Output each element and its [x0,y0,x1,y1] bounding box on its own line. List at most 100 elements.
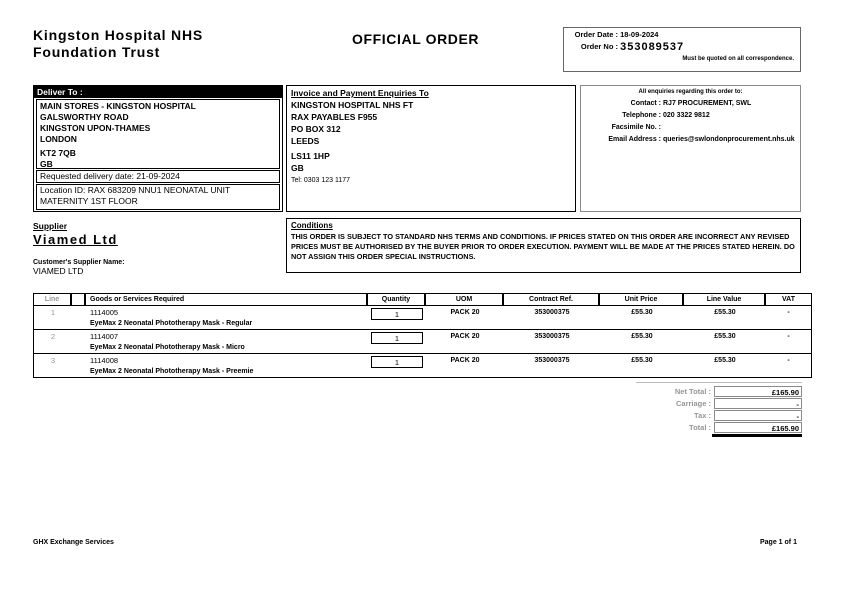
invoice-enquiries-box: Invoice and Payment Enquiries To KINGSTO… [286,85,576,212]
table-header-row: Line Goods or Services Required Quantity… [33,293,812,306]
supplier-label: Supplier [33,221,68,231]
row-product-code: 1114007 [90,332,119,341]
conditions-text: THIS ORDER IS SUBJECT TO STANDARD NHS TE… [291,232,795,261]
row-quantity-value: 1 [371,332,423,344]
supplier-name: Viamed Ltd [33,232,118,247]
conditions-header: Conditions [291,221,333,230]
order-note: Must be quoted on all correspondence. [682,56,794,62]
org-name-line1: Kingston Hospital NHS [33,27,204,43]
footer-service-name: GHX Exchange Services [33,539,114,546]
net-total-label: Net Total : [674,387,711,396]
document-title: OFFICIAL ORDER [352,31,480,47]
row-quantity-value: 1 [371,356,423,368]
row-line-number: 2 [50,332,56,341]
customer-supplier-label: Customer's Supplier Name: [33,259,125,266]
row-product-description: EyeMax 2 Neonatal Phototherapy Mask - Mi… [90,344,245,351]
row-spacer [72,354,86,378]
carriage-label: Carriage : [675,399,711,408]
row-product-description: EyeMax 2 Neonatal Phototherapy Mask - Re… [90,320,253,327]
telephone-value: 020 3322 9812 [663,112,710,119]
contact-value: RJ7 PROCUREMENT, SWL [663,100,752,107]
total-value: £165.90 [714,422,802,433]
header-line: Line [33,293,71,306]
invoice-enquiries-header: Invoice and Payment Enquiries To [291,88,429,98]
order-enquiries-box: All enquiries regarding this order to: C… [580,85,801,212]
email-label: Email Address : [608,136,661,143]
row-product-description: EyeMax 2 Neonatal Phototherapy Mask - Pr… [90,368,254,375]
enquiries-telephone-row: Telephone : 020 3322 9812 [581,112,800,119]
row-uom: PACK 20 [450,357,480,364]
deliver-address-country: GB [40,159,53,169]
row-vat: - [787,333,790,340]
deliver-address-line: MAIN STORES - KINGSTON HOSPITAL [40,101,196,111]
order-date-label: Order Date : [574,30,618,39]
row-product-code: 1114008 [90,356,119,365]
enquiries-heading: All enquiries regarding this order to: [638,89,743,95]
header-uom: UOM [425,293,503,306]
row-uom: PACK 20 [450,333,480,340]
row-goods: 1114007 EyeMax 2 Neonatal Phototherapy M… [86,330,368,354]
row-quantity-value: 1 [371,308,423,320]
invoice-address-country: GB [291,163,304,173]
row-product-code: 1114005 [90,308,119,317]
row-contract-ref: 353000375 [534,309,570,316]
row-unit-price: £55.30 [631,309,653,316]
order-reference-box: Order Date : 18-09-2024 Order No : 35308… [563,27,801,72]
row-contract-ref: 353000375 [534,357,570,364]
deliver-to-header: Deliver To : [34,86,282,98]
email-value: queries@swlondonprocurement.nhs.uk [663,136,795,143]
order-no-row: Order No : 353089537 [564,41,800,53]
header-vat: VAT [765,293,812,306]
carriage-value: - [714,398,802,409]
order-no-label: Order No : [580,42,618,51]
row-quantity-cell: 1 [368,330,426,354]
tax-label: Tax : [694,411,711,420]
deliver-to-box: Deliver To : MAIN STORES - KINGSTON HOSP… [33,85,283,212]
total-label: Total : [689,423,711,432]
row-goods: 1114008 EyeMax 2 Neonatal Phototherapy M… [86,354,368,378]
carriage-row: Carriage : - [636,398,802,409]
telephone-label: Telephone : [622,112,661,119]
row-quantity-cell: 1 [368,306,426,330]
net-total-value: £165.90 [714,386,802,397]
enquiries-email-row: Email Address : queries@swlondonprocurem… [581,136,800,143]
order-no-value: 353089537 [620,41,685,53]
location-id: Location ID: RAX 683209 NNU1 NEONATAL UN… [36,184,280,210]
row-line-value: £55.30 [714,357,736,364]
table-row: 3 1114008 EyeMax 2 Neonatal Phototherapy… [33,354,812,378]
row-line-number: 3 [50,356,56,365]
row-line-value: £55.30 [714,309,736,316]
row-goods: 1114005 EyeMax 2 Neonatal Phototherapy M… [86,306,368,330]
header-line-value: Line Value [683,293,765,306]
row-uom: PACK 20 [450,309,480,316]
table-row: 2 1114007 EyeMax 2 Neonatal Phototherapy… [33,330,812,354]
order-date-row: Order Date : 18-09-2024 [564,30,800,39]
location-id-line2: MATERNITY 1ST FLOOR [40,196,138,206]
invoice-address-line: LEEDS [291,136,320,146]
row-contract-ref: 353000375 [534,333,570,340]
tax-value: - [714,410,802,421]
facsimile-label: Facsimile No. : [611,124,661,131]
deliver-to-address: MAIN STORES - KINGSTON HOSPITAL GALSWORT… [36,99,280,169]
tax-row: Tax : - [636,410,802,421]
customer-supplier-name: VIAMED LTD [33,266,84,276]
row-quantity-cell: 1 [368,354,426,378]
deliver-address-postcode: KT2 7QB [40,148,76,158]
deliver-address-line: LONDON [40,134,77,144]
invoice-address-line: PO BOX 312 [291,124,341,134]
totals-section: Net Total : £165.90 Carriage : - Tax : -… [636,382,802,437]
row-spacer [72,306,86,330]
row-unit-price: £55.30 [631,357,653,364]
header-quantity: Quantity [367,293,425,306]
requested-delivery-date: Requested delivery date: 21-09-2024 [36,170,280,183]
total-underline [712,434,802,437]
header-blank [71,293,85,306]
deliver-address-line: GALSWORTHY ROAD [40,112,129,122]
order-date-value: 18-09-2024 [620,30,659,39]
header-contract-ref: Contract Ref. [503,293,599,306]
invoice-address-line: KINGSTON HOSPITAL NHS FT [291,100,414,110]
row-vat: - [787,309,790,316]
org-name-line2: Foundation Trust [33,44,161,60]
net-total-row: Net Total : £165.90 [636,386,802,397]
enquiries-facsimile-row: Facsimile No. : [581,124,800,131]
